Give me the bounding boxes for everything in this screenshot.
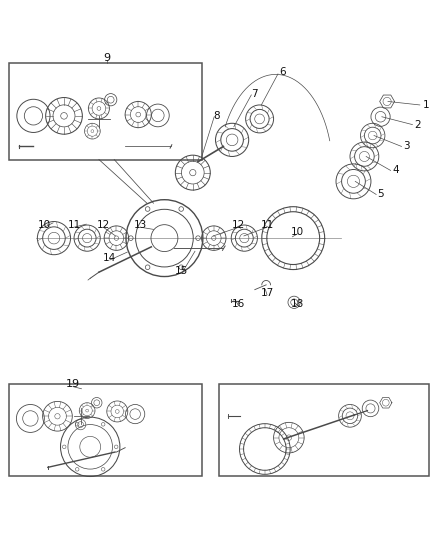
Text: 6: 6 xyxy=(279,67,286,77)
Bar xyxy=(219,384,428,476)
Text: 18: 18 xyxy=(291,298,304,309)
Text: 14: 14 xyxy=(103,253,117,263)
Bar xyxy=(10,384,201,476)
Text: 12: 12 xyxy=(97,220,110,230)
Text: 10: 10 xyxy=(38,220,51,230)
Text: 17: 17 xyxy=(261,288,274,298)
Text: 13: 13 xyxy=(134,220,147,230)
Text: 9: 9 xyxy=(103,53,110,63)
Bar xyxy=(10,63,201,159)
Text: 4: 4 xyxy=(392,165,399,175)
Text: 8: 8 xyxy=(213,111,220,121)
Text: 2: 2 xyxy=(414,119,421,130)
Text: 16: 16 xyxy=(232,298,245,309)
Text: 11: 11 xyxy=(67,220,81,230)
Text: 5: 5 xyxy=(377,189,384,199)
Text: 10: 10 xyxy=(291,227,304,237)
Text: 15: 15 xyxy=(175,266,188,276)
Text: 19: 19 xyxy=(66,379,80,390)
Text: 7: 7 xyxy=(251,89,257,99)
Text: 1: 1 xyxy=(423,100,430,110)
Text: 12: 12 xyxy=(232,220,245,230)
Text: 3: 3 xyxy=(403,141,410,151)
Text: 11: 11 xyxy=(261,220,274,230)
